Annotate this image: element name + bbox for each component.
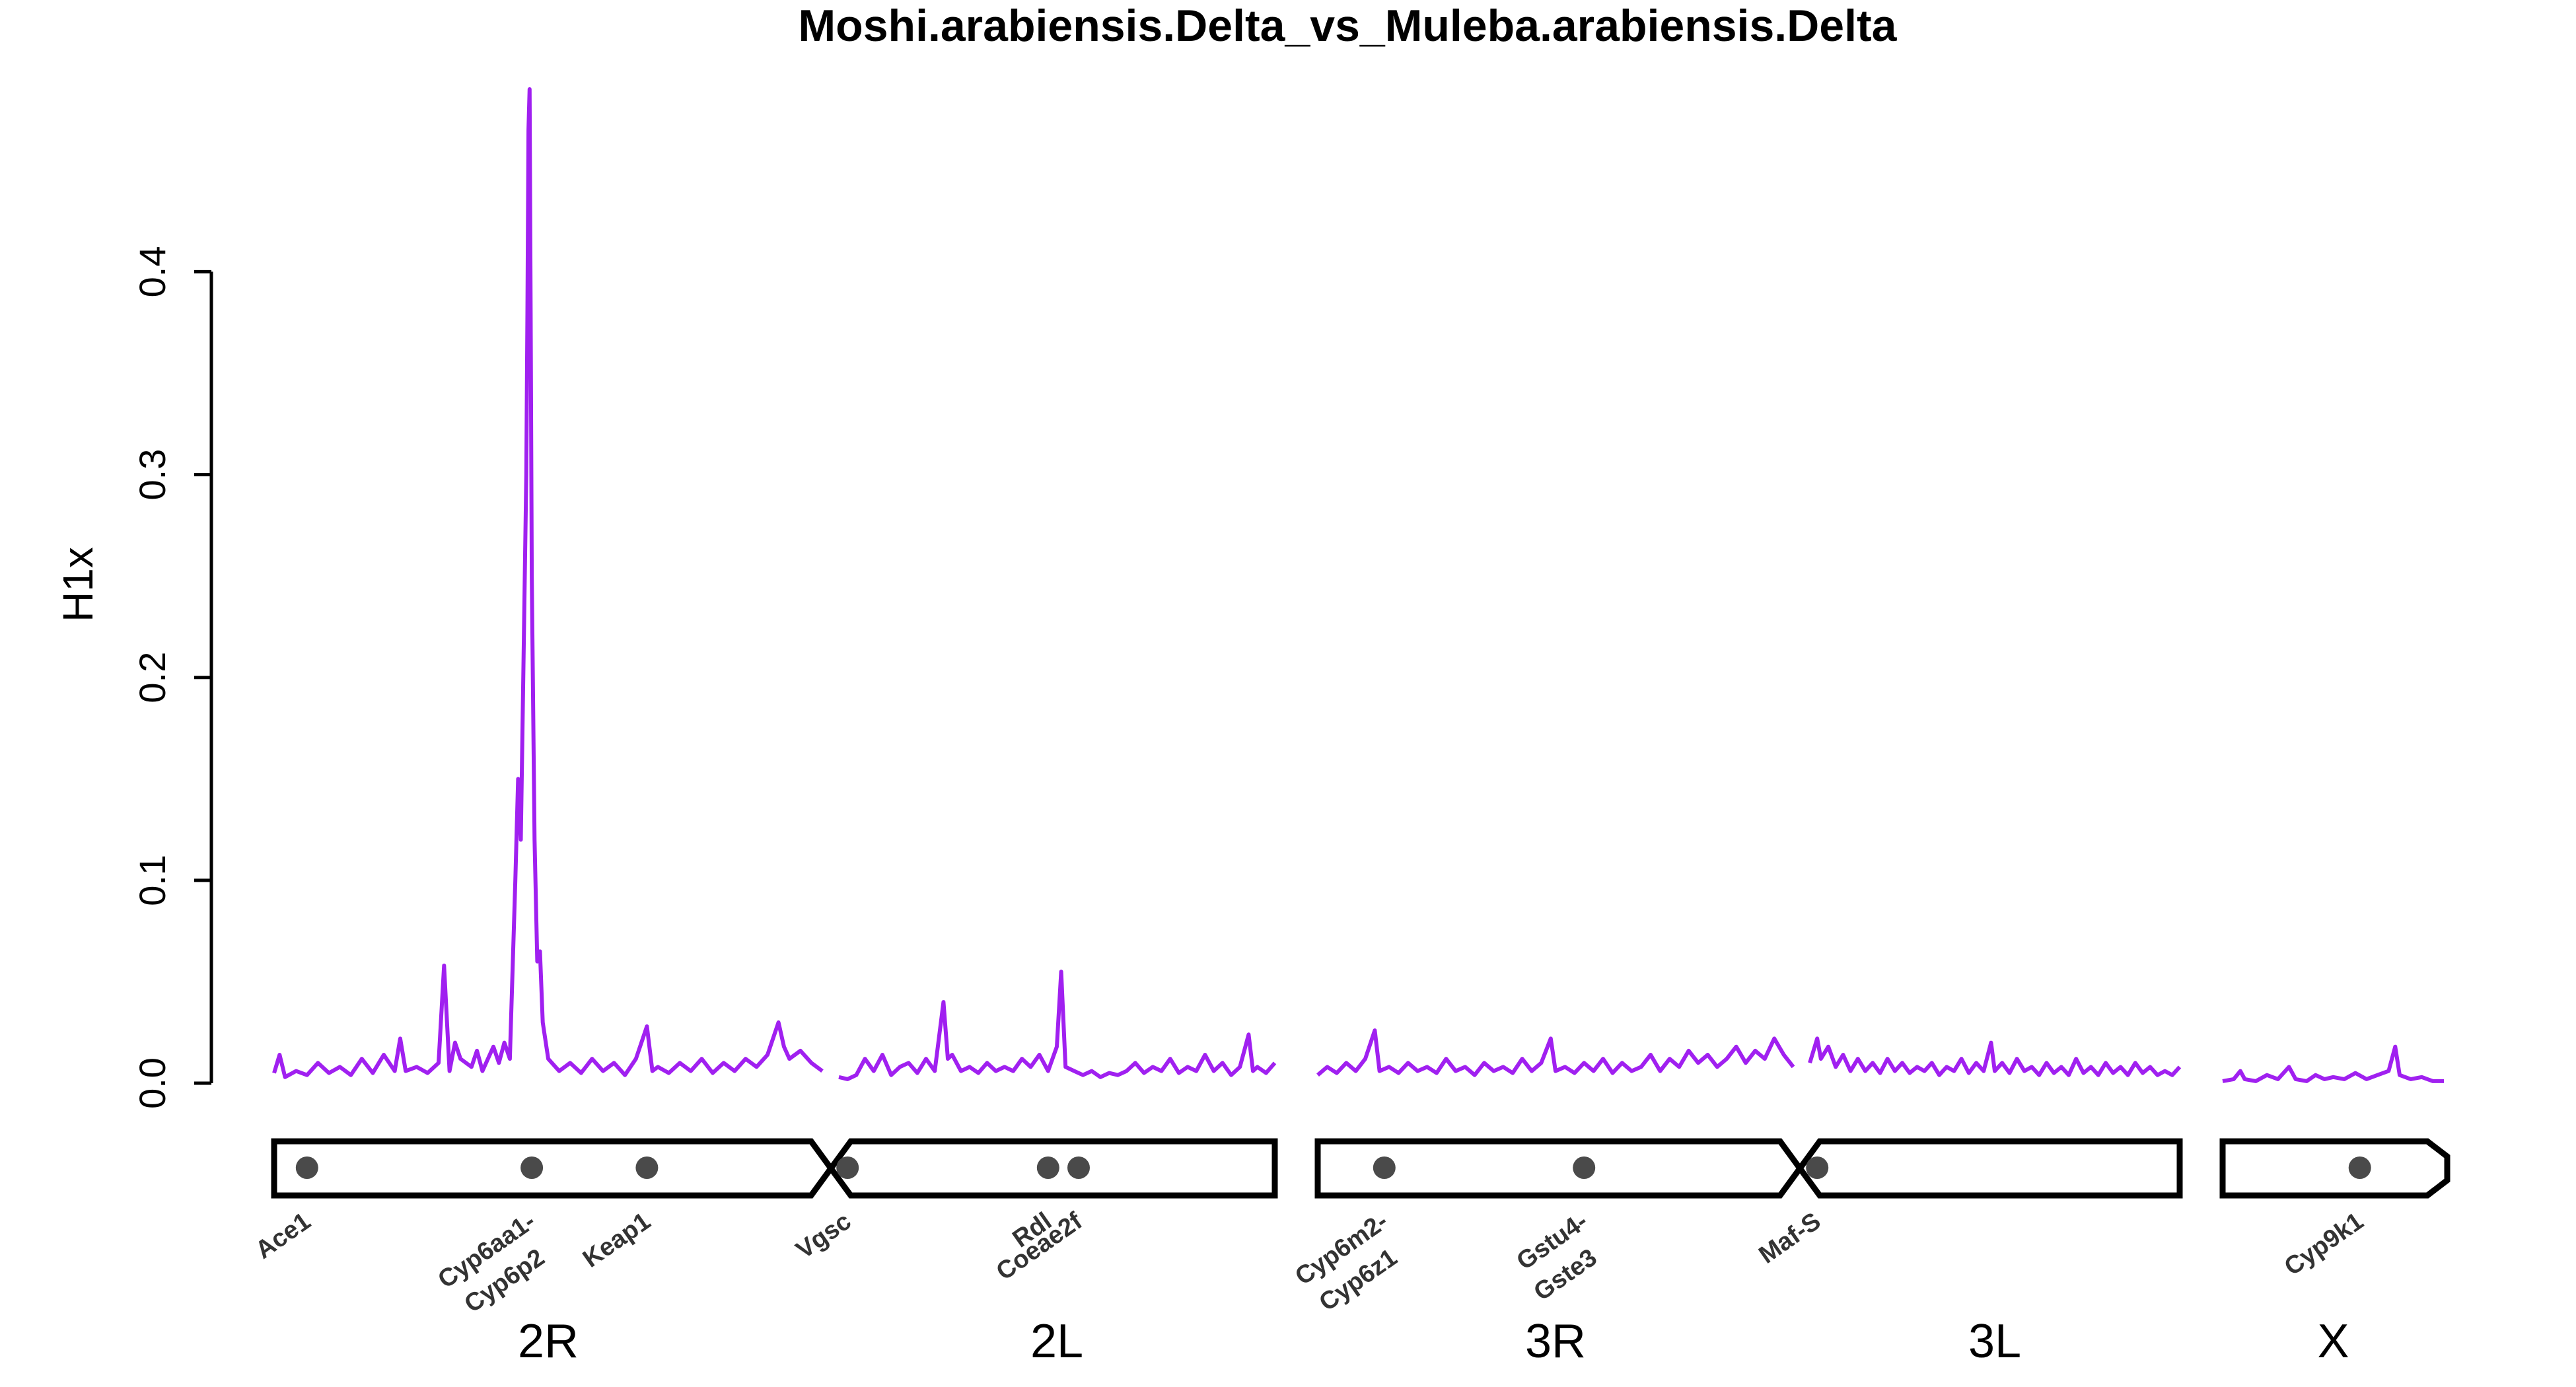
series-line-x bbox=[2222, 1044, 2444, 1083]
gene-label: Keap1 bbox=[578, 1207, 656, 1273]
y-tick-label: 0.2 bbox=[131, 652, 173, 703]
y-axis-label: H1x bbox=[54, 547, 102, 622]
arm-label-3l: 3L bbox=[1968, 1315, 2021, 1368]
chart-title: Moshi.arabiensis.Delta_vs_Muleba.arabien… bbox=[799, 1, 1898, 51]
series-line-2l bbox=[838, 970, 1277, 1081]
series-line-3r bbox=[1316, 1028, 1795, 1077]
chromosome-3-outline bbox=[1314, 1138, 2183, 1199]
arm-label-2l: 2L bbox=[1030, 1315, 1083, 1368]
y-axis: 0.0 0.1 0.2 0.3 0.4 bbox=[131, 246, 213, 1109]
gene-dot-cyp6aa1 bbox=[520, 1156, 544, 1179]
y-tick-label: 0.3 bbox=[131, 449, 173, 501]
gene-dot-ace1 bbox=[295, 1156, 318, 1179]
arm-label-layer: 2R 2L 3R 3L X bbox=[518, 1315, 2349, 1368]
chromosome-arm-layer bbox=[271, 1138, 2451, 1199]
arm-label-3r: 3R bbox=[1525, 1315, 1586, 1368]
gene-dot-rdl bbox=[1036, 1156, 1059, 1179]
gene-dot-cyp9k1 bbox=[2348, 1156, 2371, 1179]
series-layer bbox=[272, 87, 2444, 1083]
chromosome-2-outline bbox=[271, 1138, 1278, 1199]
gene-dot-cyp6m2 bbox=[1373, 1156, 1396, 1179]
gene-label: Ace1 bbox=[250, 1207, 316, 1265]
series-line-3l bbox=[1808, 1036, 2182, 1077]
gene-dot-coeae2f bbox=[1067, 1156, 1090, 1179]
gene-dot-gstu4 bbox=[1573, 1156, 1596, 1179]
gene-label: Cyp9k1 bbox=[2279, 1207, 2369, 1281]
y-tick-label: 0.4 bbox=[131, 246, 173, 297]
chromosome-x-outline bbox=[2219, 1138, 2451, 1199]
gene-label: Maf-S bbox=[1754, 1207, 1826, 1269]
gene-dot-keap1 bbox=[635, 1156, 659, 1179]
arm-label-x: X bbox=[2317, 1315, 2349, 1368]
y-tick-label: 0.1 bbox=[131, 855, 173, 906]
arm-label-2r: 2R bbox=[518, 1315, 579, 1368]
gene-label: Vgsc bbox=[791, 1207, 856, 1265]
y-tick-label: 0.0 bbox=[131, 1057, 173, 1109]
gene-dot-vgsc bbox=[836, 1156, 859, 1179]
series-line-2r bbox=[272, 87, 824, 1079]
gene-dot-mafs bbox=[1806, 1156, 1829, 1179]
